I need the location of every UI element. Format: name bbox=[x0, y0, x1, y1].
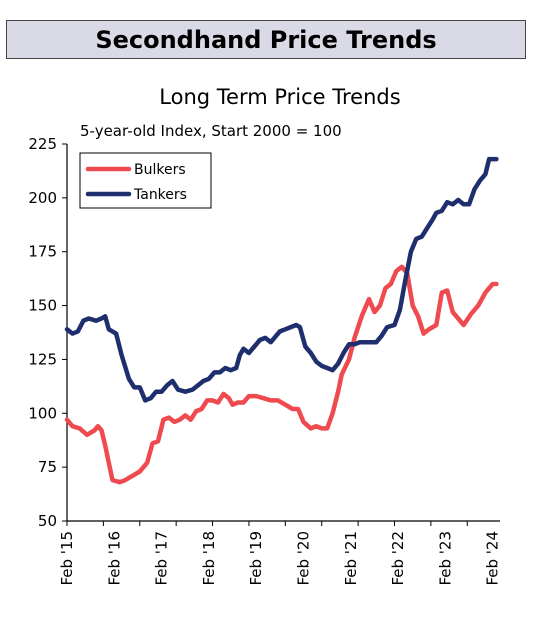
chart-series bbox=[64, 156, 499, 485]
chart-axes: 50 75 100 125 150 175 200 225 Feb '15 Feb '16 Feb … bbox=[28, 135, 501, 586]
x-tick-label: Feb '15 bbox=[58, 531, 76, 586]
x-tick-label: Feb '16 bbox=[105, 531, 123, 586]
legend-box bbox=[79, 152, 212, 209]
y-tick-label: 150 bbox=[28, 297, 57, 315]
page-header-banner: Secondhand Price Trends bbox=[6, 20, 526, 59]
x-tick-label: Feb '21 bbox=[342, 531, 360, 586]
y-tick-label: 225 bbox=[28, 135, 57, 153]
legend-label-bulkers: Bulkers bbox=[134, 162, 186, 178]
x-tick-label: Feb '20 bbox=[295, 531, 313, 586]
page-title: Secondhand Price Trends bbox=[95, 25, 437, 54]
x-tick-label: Feb '22 bbox=[389, 531, 407, 586]
y-tick-label: 175 bbox=[28, 243, 57, 261]
series-line-tankers bbox=[64, 156, 499, 403]
y-tick-label: 75 bbox=[38, 458, 57, 476]
y-tick-label: 50 bbox=[38, 512, 57, 530]
y-tick-label: 125 bbox=[28, 350, 57, 368]
x-tick-label: Feb '24 bbox=[484, 531, 502, 586]
x-tick-label: Feb '17 bbox=[153, 531, 171, 586]
chart-subtitle: 5-year-old Index, Start 2000 = 100 bbox=[80, 122, 342, 140]
y-tick-label: 100 bbox=[28, 404, 57, 422]
y-tick-label: 200 bbox=[28, 189, 57, 207]
chart-legend: Bulkers Tankers bbox=[79, 152, 212, 209]
x-tick-label: Feb '18 bbox=[200, 531, 218, 586]
x-tick-label: Feb '19 bbox=[247, 531, 265, 586]
x-tick-label: Feb '23 bbox=[436, 531, 454, 586]
chart-title: Long Term Price Trends bbox=[159, 85, 401, 109]
legend-label-tankers: Tankers bbox=[133, 187, 187, 203]
series-line-bulkers bbox=[64, 264, 499, 485]
